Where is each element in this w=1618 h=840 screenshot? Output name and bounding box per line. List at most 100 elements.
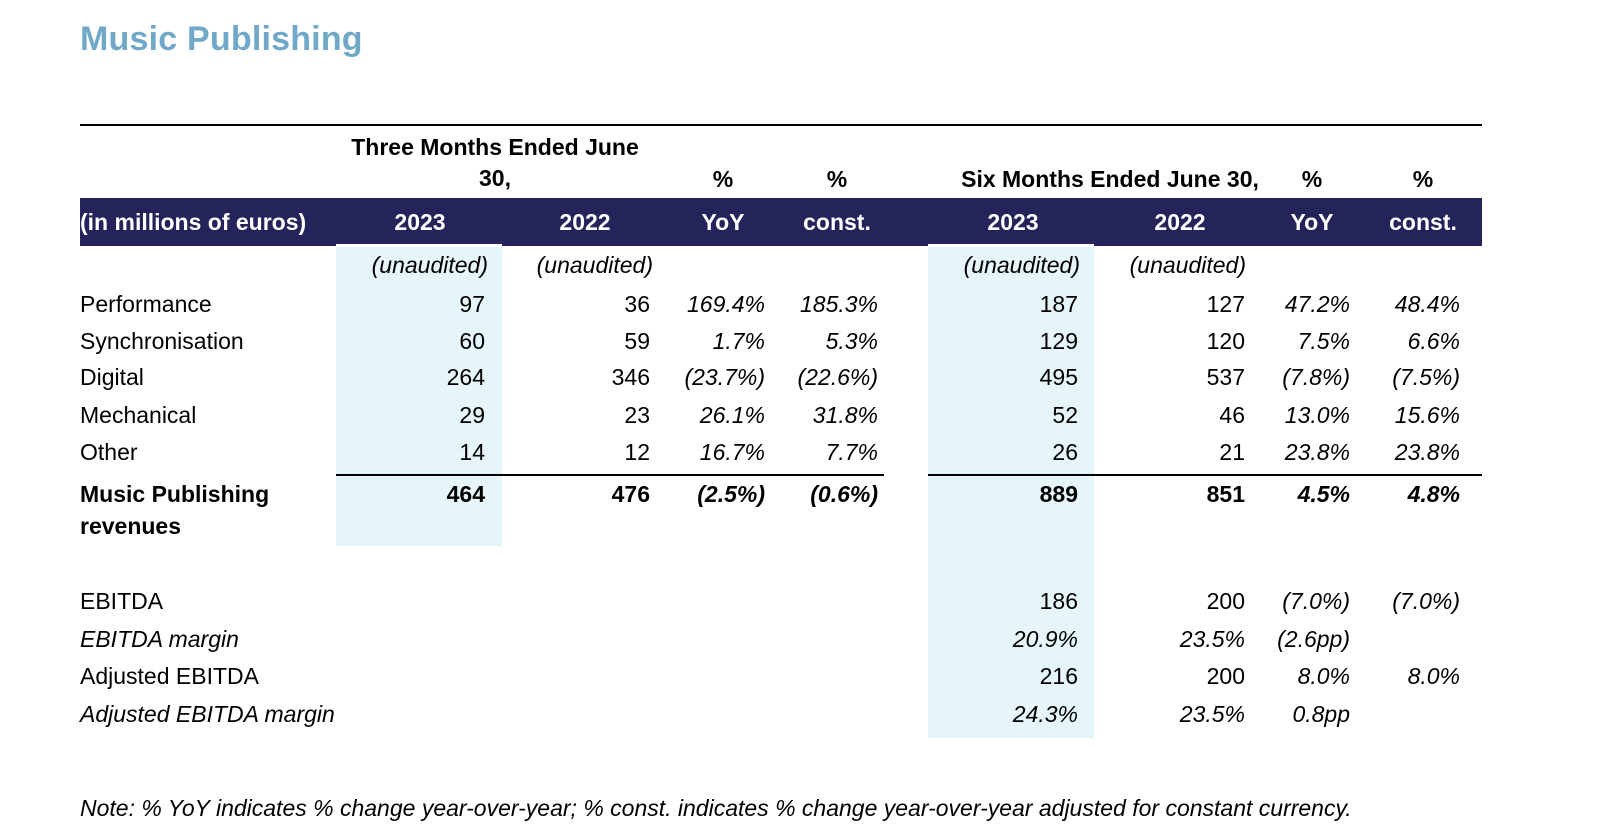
total-cell: 4.8% bbox=[1407, 481, 1460, 507]
cell: 120 bbox=[1206, 328, 1245, 354]
page-title: Music Publishing bbox=[80, 20, 363, 58]
unaudited-label: (unaudited) bbox=[536, 252, 653, 278]
col-header-h-const: const. bbox=[1389, 209, 1457, 235]
row-label: Performance bbox=[80, 291, 212, 317]
cell: 8.0% bbox=[1297, 663, 1350, 689]
unaudited-label: (unaudited) bbox=[963, 252, 1080, 278]
cell: (7.0%) bbox=[1282, 588, 1350, 614]
cell: 20.9% bbox=[1012, 626, 1078, 652]
row-label: EBITDA bbox=[80, 588, 164, 614]
cell: 127 bbox=[1206, 291, 1245, 317]
cell: 1.7% bbox=[712, 328, 765, 354]
cell: 23.5% bbox=[1179, 626, 1245, 652]
cell: 537 bbox=[1206, 364, 1245, 390]
cell: 169.4% bbox=[686, 291, 765, 317]
cell: 23.8% bbox=[1284, 439, 1350, 465]
cell: 7.7% bbox=[825, 439, 878, 465]
cell: 36 bbox=[624, 291, 650, 317]
cell: 26 bbox=[1052, 439, 1078, 465]
total-rule-q bbox=[336, 474, 884, 476]
cell: (7.0%) bbox=[1392, 588, 1460, 614]
col-header-h-2022: 2022 bbox=[1154, 209, 1206, 235]
total-cell: 476 bbox=[611, 481, 650, 507]
row-label: EBITDA margin bbox=[80, 626, 239, 652]
cell: 52 bbox=[1052, 402, 1078, 428]
pct-header-q-yoy: % bbox=[712, 166, 734, 192]
unaudited-label: (unaudited) bbox=[371, 252, 488, 278]
cell: 216 bbox=[1039, 663, 1078, 689]
cell: 15.6% bbox=[1394, 402, 1460, 428]
total-cell: (0.6%) bbox=[810, 481, 878, 507]
row-label: Synchronisation bbox=[80, 328, 244, 354]
cell: 59 bbox=[624, 328, 650, 354]
col-header-q-2023: 2023 bbox=[394, 209, 446, 235]
total-cell: (2.5%) bbox=[697, 481, 765, 507]
highlight-q2-2023-column bbox=[336, 240, 502, 546]
cell: 47.2% bbox=[1284, 291, 1350, 317]
cell: 46 bbox=[1219, 402, 1245, 428]
cell: (7.8%) bbox=[1282, 364, 1350, 390]
row-label: Digital bbox=[80, 364, 144, 390]
cell: 0.8pp bbox=[1292, 701, 1350, 727]
total-cell: 851 bbox=[1206, 481, 1245, 507]
cell: (7.5%) bbox=[1392, 364, 1460, 390]
col-header-h-2023: 2023 bbox=[987, 209, 1039, 235]
total-cell: 889 bbox=[1039, 481, 1078, 507]
cell: 200 bbox=[1206, 588, 1245, 614]
cell: 97 bbox=[459, 291, 485, 317]
cell: 23.5% bbox=[1179, 701, 1245, 727]
footnote: Note: % YoY indicates % change year-over… bbox=[80, 795, 1352, 821]
cell: (2.6pp) bbox=[1277, 626, 1350, 652]
total-rule-h bbox=[928, 474, 1482, 476]
col-header-h-yoy: YoY bbox=[1290, 209, 1334, 235]
cell: (22.6%) bbox=[797, 364, 878, 390]
col-header-q-const: const. bbox=[803, 209, 871, 235]
highlight-h1-2023-column bbox=[928, 240, 1094, 738]
cell: 185.3% bbox=[799, 291, 878, 317]
header-divider-q bbox=[336, 244, 502, 247]
cell: 186 bbox=[1039, 588, 1078, 614]
group-header-six-months: Six Months Ended June 30, bbox=[961, 166, 1259, 192]
cell: 129 bbox=[1039, 328, 1078, 354]
cell: 16.7% bbox=[699, 439, 765, 465]
cell: 5.3% bbox=[825, 328, 878, 354]
row-label: Adjusted EBITDA bbox=[80, 663, 259, 689]
cell: 346 bbox=[611, 364, 650, 390]
pct-header-q-const: % bbox=[826, 166, 848, 192]
cell: 21 bbox=[1219, 439, 1245, 465]
cell: 7.5% bbox=[1297, 328, 1350, 354]
cell: 23.8% bbox=[1394, 439, 1460, 465]
cell: 8.0% bbox=[1407, 663, 1460, 689]
col-header-q-2022: 2022 bbox=[559, 209, 611, 235]
cell: 26.1% bbox=[699, 402, 765, 428]
col-header-q-yoy: YoY bbox=[701, 209, 745, 235]
cell: 495 bbox=[1039, 364, 1078, 390]
pct-header-h-yoy: % bbox=[1301, 166, 1323, 192]
cell: 6.6% bbox=[1407, 328, 1460, 354]
cell: 200 bbox=[1206, 663, 1245, 689]
header-divider-h bbox=[928, 244, 1094, 247]
cell: 60 bbox=[459, 328, 485, 354]
cell: 31.8% bbox=[812, 402, 878, 428]
row-label: Other bbox=[80, 439, 138, 465]
column-header-band bbox=[80, 198, 1482, 246]
total-label: Music Publishing bbox=[80, 481, 270, 507]
cell: 23 bbox=[624, 402, 650, 428]
cell: 48.4% bbox=[1394, 291, 1460, 317]
pct-header-h-const: % bbox=[1412, 166, 1434, 192]
row-label: Adjusted EBITDA margin bbox=[80, 701, 335, 727]
cell: 29 bbox=[459, 402, 485, 428]
unaudited-label: (unaudited) bbox=[1129, 252, 1246, 278]
total-cell: 4.5% bbox=[1297, 481, 1350, 507]
row-label: Mechanical bbox=[80, 402, 197, 428]
total-label-line2: revenues bbox=[80, 513, 182, 539]
cell: 187 bbox=[1039, 291, 1078, 317]
cell: 24.3% bbox=[1012, 701, 1078, 727]
cell: 14 bbox=[459, 439, 485, 465]
table-top-rule bbox=[80, 124, 1482, 126]
cell: 12 bbox=[624, 439, 650, 465]
group-header-three-months: Three Months Ended June 30, bbox=[351, 134, 639, 191]
row-label-header: (in millions of euros) bbox=[80, 209, 307, 235]
cell: 264 bbox=[446, 364, 485, 390]
cell: (23.7%) bbox=[684, 364, 765, 390]
